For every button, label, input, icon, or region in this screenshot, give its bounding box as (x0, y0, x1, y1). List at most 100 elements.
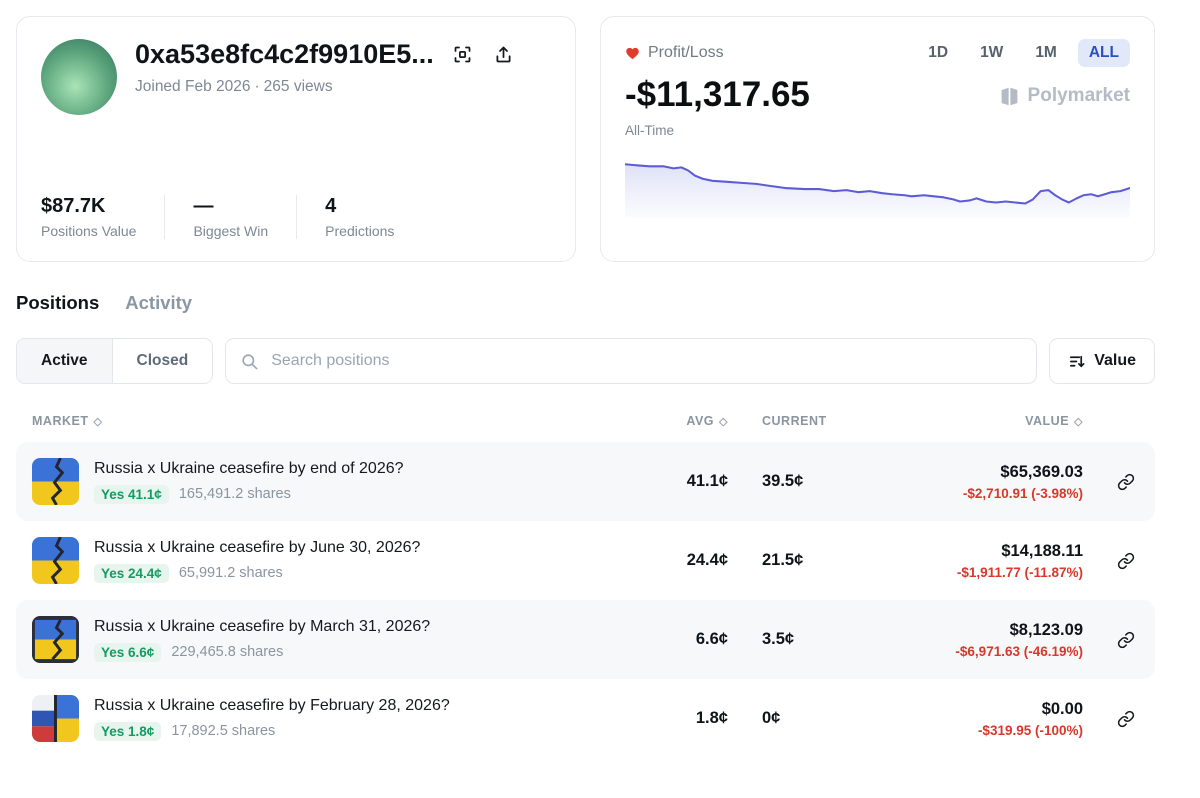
polymarket-logo-icon (999, 86, 1020, 107)
position-value: $0.00 (1041, 699, 1083, 718)
value-cell: $14,188.11 -$1,911.77 (-11.87%) (858, 542, 1083, 580)
link-icon[interactable] (1113, 548, 1139, 574)
market-title: Russia x Ukraine ceasefire by June 30, 2… (94, 538, 421, 556)
filter-row: Active Closed Value (16, 338, 1155, 384)
profile-card: 0xa53e8fc4c2f9910E5... (16, 16, 576, 262)
stat-predictions: 4 Predictions (296, 195, 422, 239)
current-price: 21.5¢ (762, 551, 804, 569)
position-change: -$1,911.77 (-11.87%) (956, 564, 1083, 580)
position-change: -$319.95 (-100%) (977, 722, 1083, 738)
shares-count: 65,991.2 shares (178, 565, 283, 581)
toggle-active[interactable]: Active (17, 339, 113, 383)
search-input[interactable] (269, 351, 1023, 371)
position-change: -$6,971.63 (-46.19%) (955, 643, 1083, 659)
current-price: 0¢ (762, 709, 781, 727)
current-price: 3.5¢ (762, 630, 795, 648)
position-value: $8,123.09 (1009, 620, 1083, 639)
table-header: MARKET ◇ AVG ◇ CURRENT VALUE ◇ (16, 408, 1155, 442)
table-row[interactable]: Russia x Ukraine ceasefire by end of 202… (16, 442, 1155, 521)
header-avg[interactable]: AVG ◇ (628, 414, 728, 428)
table-row[interactable]: Russia x Ukraine ceasefire by February 2… (16, 679, 1155, 758)
current-price: 39.5¢ (762, 472, 804, 490)
tab-positions[interactable]: Positions (16, 292, 100, 313)
table-row[interactable]: Russia x Ukraine ceasefire by June 30, 2… (16, 521, 1155, 600)
range-1w[interactable]: 1W (969, 39, 1014, 67)
profile-header: 0xa53e8fc4c2f9910E5... (41, 39, 551, 115)
link-icon[interactable] (1113, 706, 1139, 732)
status-toggle: Active Closed (16, 338, 214, 384)
profile-info: 0xa53e8fc4c2f9910E5... (135, 39, 516, 96)
pnl-value: -$11,317.65 (625, 75, 810, 114)
sort-diamond-icon: ◇ (1074, 415, 1083, 428)
market-thumbnail (32, 537, 79, 584)
heart-icon (625, 46, 640, 61)
range-selector: 1D 1W 1M ALL (917, 39, 1130, 67)
tab-activity[interactable]: Activity (125, 292, 193, 313)
market-cell: Russia x Ukraine ceasefire by March 31, … (32, 616, 628, 663)
table-rows: Russia x Ukraine ceasefire by end of 202… (16, 442, 1155, 758)
market-title: Russia x Ukraine ceasefire by end of 202… (94, 459, 404, 477)
side-badge: Yes 41.1¢ (94, 484, 169, 504)
avg-price: 6.6¢ (695, 630, 728, 648)
side-badge: Yes 24.4¢ (94, 563, 169, 583)
range-all[interactable]: ALL (1077, 39, 1130, 67)
header-current: CURRENT (762, 414, 827, 428)
market-title: Russia x Ukraine ceasefire by February 2… (94, 696, 450, 714)
pnl-period: All-Time (625, 123, 674, 138)
profile-address: 0xa53e8fc4c2f9910E5... (135, 39, 434, 69)
polymarket-watermark: Polymarket (999, 85, 1130, 107)
sort-value-button[interactable]: Value (1049, 338, 1155, 384)
avg-price: 1.8¢ (695, 709, 728, 727)
range-1m[interactable]: 1M (1024, 39, 1068, 67)
scan-icon[interactable] (450, 42, 475, 67)
joined-views: Joined Feb 2026 · 265 views (135, 78, 333, 95)
link-icon[interactable] (1113, 469, 1139, 495)
side-badge: Yes 6.6¢ (94, 642, 162, 662)
profile-stats: $87.7K Positions Value — Biggest Win 4 P… (41, 195, 551, 239)
toggle-closed[interactable]: Closed (112, 339, 213, 383)
pnl-chart (624, 156, 1131, 223)
market-cell: Russia x Ukraine ceasefire by June 30, 2… (32, 537, 628, 584)
pnl-card: Profit/Loss 1D 1W 1M ALL -$11,317.65 All… (600, 16, 1155, 262)
search-box (225, 338, 1038, 384)
joined-date: Joined Feb 2026 (135, 78, 251, 95)
positions-table: MARKET ◇ AVG ◇ CURRENT VALUE ◇ (16, 408, 1155, 758)
search-icon (240, 352, 259, 371)
page-tabs: Positions Activity (16, 292, 1155, 314)
stat-biggest-win: — Biggest Win (164, 195, 296, 239)
shares-count: 229,465.8 shares (171, 644, 284, 660)
avg-price: 24.4¢ (686, 551, 728, 569)
market-thumbnail (32, 458, 79, 505)
value-cell: $0.00 -$319.95 (-100%) (858, 700, 1083, 738)
market-cell: Russia x Ukraine ceasefire by February 2… (32, 695, 628, 742)
value-cell: $8,123.09 -$6,971.63 (-46.19%) (858, 621, 1083, 659)
avg-price: 41.1¢ (686, 472, 728, 490)
link-icon[interactable] (1113, 627, 1139, 653)
avatar (41, 39, 117, 115)
top-section: 0xa53e8fc4c2f9910E5... (16, 16, 1155, 262)
table-row[interactable]: Russia x Ukraine ceasefire by March 31, … (16, 600, 1155, 679)
position-value: $14,188.11 (1001, 541, 1083, 560)
sort-icon (1068, 353, 1085, 370)
views-count: 265 views (263, 78, 333, 95)
sort-diamond-icon: ◇ (719, 415, 728, 428)
position-change: -$2,710.91 (-3.98%) (962, 485, 1083, 501)
pnl-title: Profit/Loss (625, 44, 724, 62)
market-title: Russia x Ukraine ceasefire by March 31, … (94, 617, 431, 635)
market-thumbnail (32, 616, 79, 663)
value-cell: $65,369.03 -$2,710.91 (-3.98%) (858, 463, 1083, 501)
profile-page: 0xa53e8fc4c2f9910E5... (16, 0, 1155, 758)
shares-count: 165,491.2 shares (178, 486, 291, 502)
market-thumbnail (32, 695, 79, 742)
stat-positions-value: $87.7K Positions Value (41, 195, 137, 239)
position-value: $65,369.03 (1000, 462, 1083, 481)
share-icon[interactable] (491, 42, 516, 67)
sort-diamond-icon: ◇ (93, 415, 103, 428)
header-value[interactable]: VALUE ◇ (858, 414, 1083, 428)
market-cell: Russia x Ukraine ceasefire by end of 202… (32, 458, 628, 505)
shares-count: 17,892.5 shares (171, 723, 276, 739)
range-1d[interactable]: 1D (917, 39, 959, 67)
side-badge: Yes 1.8¢ (94, 721, 162, 741)
pnl-chart-svg (624, 163, 1131, 218)
header-market[interactable]: MARKET ◇ (32, 414, 628, 428)
